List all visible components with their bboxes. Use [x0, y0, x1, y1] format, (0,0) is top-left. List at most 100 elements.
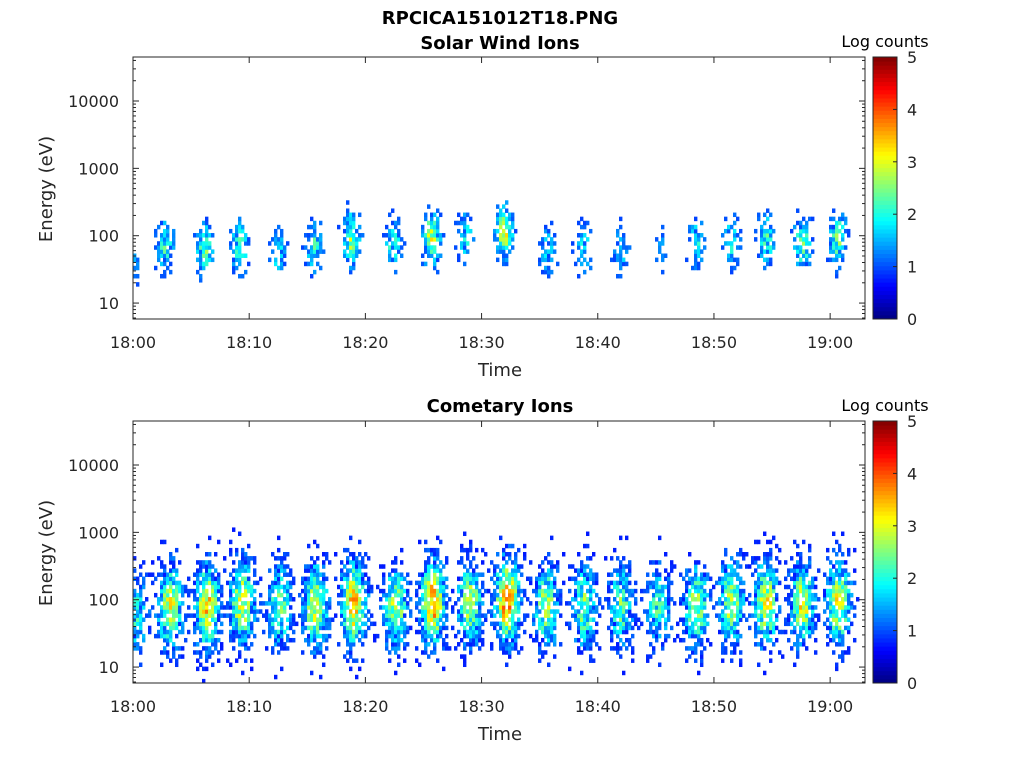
spectrogram-cell — [235, 625, 239, 631]
spectrogram-cell — [241, 629, 245, 635]
spectrogram-cell — [220, 584, 224, 590]
spectrogram-cell — [235, 617, 239, 622]
spectrogram-cell — [751, 560, 755, 565]
spectrogram-cell — [703, 617, 707, 622]
spectrogram-cell — [478, 572, 482, 577]
spectrogram-cell — [430, 592, 434, 598]
spectrogram-cell — [724, 633, 728, 639]
spectrogram-cell — [343, 228, 347, 234]
colorbar-step — [873, 666, 897, 672]
spectrogram-cell — [649, 580, 653, 586]
spectrogram-cell — [769, 650, 773, 655]
spectrogram-cell — [595, 605, 599, 610]
spectrogram-cell — [778, 650, 782, 655]
spectrogram-cell — [157, 257, 161, 263]
spectrogram-cell — [535, 633, 539, 639]
spectrogram-cell — [694, 629, 698, 635]
spectrogram-cell — [151, 560, 155, 565]
colorbar-step — [873, 302, 897, 308]
spectrogram-cell — [469, 621, 473, 627]
spectrogram-cell — [478, 601, 482, 606]
spectrogram-cell — [160, 237, 164, 242]
spectrogram-cell — [151, 572, 155, 577]
spectrogram-cell — [394, 237, 398, 242]
spectrogram-cell — [349, 621, 353, 627]
spectrogram-cell — [424, 592, 428, 598]
spectrogram-cell — [184, 588, 188, 594]
spectrogram-cell — [559, 613, 563, 618]
spectrogram-cell — [301, 629, 305, 635]
spectrogram-cell — [238, 216, 242, 222]
spectrogram-cell — [274, 597, 278, 602]
spectrogram-cell — [625, 646, 629, 651]
spectrogram-cell — [232, 613, 236, 618]
spectrogram-cell — [439, 633, 443, 639]
spectrogram-cell — [361, 564, 365, 569]
spectrogram-cell — [238, 642, 242, 647]
spectrogram-cell — [160, 625, 164, 631]
spectrogram-cell — [649, 613, 653, 618]
spectrogram-cell — [394, 245, 398, 250]
spectrogram-cell — [634, 601, 638, 606]
spectrogram-cell — [274, 613, 278, 618]
spectrogram-cell — [214, 580, 218, 586]
spectrogram-cell — [205, 220, 209, 226]
spectrogram-cell — [667, 609, 671, 614]
spectrogram-cell — [241, 556, 245, 561]
spectrogram-cell — [583, 580, 587, 586]
spectrogram-cell — [697, 588, 701, 594]
spectrogram-cell — [583, 625, 587, 631]
spectrogram-cell — [556, 261, 560, 267]
spectrogram-cell — [172, 237, 176, 242]
colorbar-step — [873, 245, 897, 250]
spectrogram-cell — [766, 249, 770, 254]
spectrogram-cell — [346, 605, 350, 610]
spectrogram-cell — [175, 592, 179, 598]
spectrogram-cell — [301, 617, 305, 622]
spectrogram-cell — [238, 637, 242, 643]
spectrogram-cell — [319, 265, 323, 271]
spectrogram-cell — [616, 588, 620, 594]
spectrogram-cell — [799, 237, 803, 242]
spectrogram-cell — [499, 633, 503, 639]
spectrogram-cell — [502, 580, 506, 586]
spectrogram-cell — [175, 584, 179, 590]
spectrogram-cell — [235, 584, 239, 590]
spectrogram-cell — [157, 597, 161, 602]
spectrogram-cell — [838, 625, 842, 631]
spectrogram-cell — [142, 576, 146, 582]
spectrogram-cell — [496, 592, 500, 598]
spectrogram-cell — [343, 547, 347, 553]
spectrogram-cell — [622, 233, 626, 238]
spectrogram-cell — [496, 216, 500, 222]
y-tick-label: 10 — [99, 658, 119, 677]
spectrogram-cells — [133, 527, 860, 684]
spectrogram-cell — [418, 662, 422, 668]
spectrogram-cell — [289, 621, 293, 627]
spectrogram-cell — [400, 588, 404, 594]
spectrogram-cell — [817, 597, 821, 602]
spectrogram-cell — [751, 556, 755, 561]
spectrogram-cell — [232, 233, 236, 238]
spectrogram-cell — [838, 584, 842, 590]
spectrogram-cell — [316, 592, 320, 598]
spectrogram-cell — [247, 605, 251, 610]
spectrogram-cell — [292, 617, 296, 622]
spectrogram-cell — [229, 584, 233, 590]
spectrogram-cell — [337, 601, 341, 606]
spectrogram-cell — [763, 556, 767, 561]
colorbar-step — [873, 662, 897, 668]
spectrogram-cell — [490, 646, 494, 651]
spectrogram-cell — [802, 249, 806, 254]
spectrogram-cell — [133, 637, 137, 643]
spectrogram-cell — [424, 572, 428, 577]
spectrogram-cell — [835, 257, 839, 263]
spectrogram-cell — [469, 588, 473, 594]
spectrogram-cell — [352, 568, 356, 573]
spectrogram-cell — [541, 237, 545, 242]
spectrogram-cell — [247, 584, 251, 590]
spectrogram-cell — [460, 621, 464, 627]
spectrogram-cell — [634, 613, 638, 618]
spectrogram-cell — [841, 580, 845, 586]
spectrogram-cell — [463, 592, 467, 598]
